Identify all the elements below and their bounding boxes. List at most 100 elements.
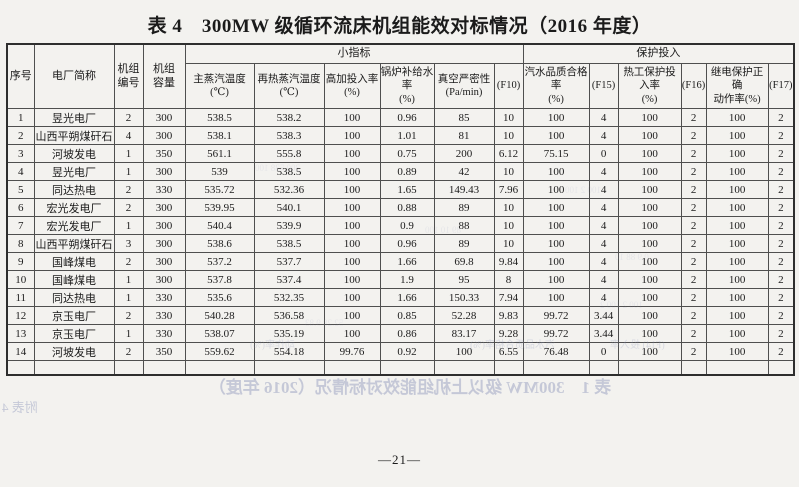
table-cell-empty [379, 360, 435, 376]
table-cell: 9.84 [493, 252, 524, 271]
table-cell: 538.5 [253, 162, 325, 181]
col-header-plant: 电厂简称 [33, 43, 115, 109]
table-cell: 100 [705, 198, 769, 217]
table-cell: 2 [767, 144, 795, 163]
table-cell: 3.44 [588, 306, 619, 325]
table-cell: 100 [522, 162, 590, 181]
table-cell: 2 [680, 162, 707, 181]
table-cell: 537.7 [253, 252, 325, 271]
table-cell: 2 [767, 198, 795, 217]
table-cell: 同达热电 [33, 180, 115, 199]
col-header-reheat-steam-temp: 再热蒸汽温度 (℃) [253, 63, 325, 109]
table-cell: 100 [617, 252, 682, 271]
table-cell: 2 [767, 108, 795, 127]
table-cell: 4 [588, 180, 619, 199]
table-cell: 2 [113, 198, 144, 217]
table-cell: 1.65 [379, 180, 435, 199]
table-cell: 10 [493, 234, 524, 253]
table-cell: 532.36 [253, 180, 325, 199]
table-cell: 4 [588, 198, 619, 217]
table-row: 4 昱光电厂 1 300 539 538.5 100 0.89 42 10 100 4 100 2 100 2 [6, 162, 795, 181]
table-cell-empty [705, 360, 769, 376]
table-cell: 8 [6, 234, 35, 253]
table-cell: 300 [142, 108, 186, 127]
table-cell: 2 [680, 198, 707, 217]
table-cell: 100 [705, 144, 769, 163]
table-cell-empty [323, 360, 381, 376]
table-cell: 4 [588, 288, 619, 307]
group-header-protection: 保护投入 [522, 43, 795, 64]
table-cell: 2 [767, 216, 795, 235]
table-cell: 99.76 [323, 342, 381, 361]
table-cell: 11 [6, 288, 35, 307]
table-cell-empty [184, 360, 255, 376]
table-cell: 3.44 [588, 324, 619, 343]
table-cell: 100 [705, 162, 769, 181]
table-cell: 52.28 [433, 306, 495, 325]
table-cell: 85 [433, 108, 495, 127]
col-header-hp-heater-rate: 高加投入率 (%) [323, 63, 381, 109]
table-cell: 538.07 [184, 324, 255, 343]
table-cell: 100 [323, 126, 381, 145]
table-cell: 1.66 [379, 288, 435, 307]
table-row: 6 宏光发电厂 2 300 539.95 540.1 100 0.88 89 10 100 4 100 2… [6, 198, 795, 217]
table-cell: 12 [6, 306, 35, 325]
col-header-relay-protection: 继电保护正确 动作率(%) [705, 63, 769, 109]
table-cell: 4 [588, 234, 619, 253]
table-cell: 100 [323, 234, 381, 253]
table-cell: 2 [680, 252, 707, 271]
table-cell: 100 [617, 144, 682, 163]
table-cell: 330 [142, 180, 186, 199]
group-header-small-indicators: 小指标 [184, 43, 524, 64]
table-cell: 2 [767, 234, 795, 253]
table-cell: 100 [323, 324, 381, 343]
table-cell: 538.1 [184, 126, 255, 145]
table-cell: 100 [617, 180, 682, 199]
table-cell: 0.75 [379, 144, 435, 163]
table-cell: 100 [617, 216, 682, 235]
table-cell: 100 [323, 198, 381, 217]
table-row: 1 昱光电厂 2 300 538.5 538.2 100 0.96 85 10 100 4 100 2 10… [6, 108, 795, 127]
table-cell: 535.6 [184, 288, 255, 307]
table-cell: 10 [6, 270, 35, 289]
table-cell: 100 [705, 324, 769, 343]
table-cell: 9.28 [493, 324, 524, 343]
table-cell: 9 [6, 252, 35, 271]
table-cell: 2 [680, 180, 707, 199]
table-cell: 100 [617, 162, 682, 181]
col-header-vacuum-tightness: 真空严密性 (Pa/min) [433, 63, 495, 109]
table-cell: 0.86 [379, 324, 435, 343]
table-cell: 2 [767, 252, 795, 271]
table-cell: 100 [323, 270, 381, 289]
table-cell: 2 [767, 342, 795, 361]
table-cell: 3 [6, 144, 35, 163]
table-cell: 99.72 [522, 324, 590, 343]
table-cell-empty [767, 360, 795, 376]
table-cell: 13 [6, 324, 35, 343]
table-cell: 河坡发电 [33, 144, 115, 163]
page-number: —21— [378, 452, 421, 467]
table-cell: 7 [6, 216, 35, 235]
table-cell: 1 [113, 270, 144, 289]
table-cell: 100 [617, 234, 682, 253]
table-cell: 6.12 [493, 144, 524, 163]
table-cell: 10 [493, 198, 524, 217]
table-cell: 0.88 [379, 198, 435, 217]
table-cell-empty [680, 360, 707, 376]
table-cell: 538.6 [184, 234, 255, 253]
table-cell: 535.19 [253, 324, 325, 343]
table-cell: 100 [617, 306, 682, 325]
table-cell: 537.4 [253, 270, 325, 289]
benchmark-table: 序号 电厂简称 机组 编号 机组 容量 小指标 保护投入 主蒸汽温度 (℃) 再… [6, 43, 796, 376]
table-cell: 89 [433, 198, 495, 217]
table-cell: 75.15 [522, 144, 590, 163]
table-cell: 350 [142, 144, 186, 163]
table-cell: 同达热电 [33, 288, 115, 307]
table-row: 13 京玉电厂 1 330 538.07 535.19 100 0.86 83.17 9.28 99… [6, 324, 795, 343]
table-cell: 95 [433, 270, 495, 289]
table-cell: 300 [142, 234, 186, 253]
table-cell: 100 [522, 234, 590, 253]
table-cell: 2 [767, 306, 795, 325]
table-cell-empty [617, 360, 682, 376]
table-cell: 1 [113, 162, 144, 181]
